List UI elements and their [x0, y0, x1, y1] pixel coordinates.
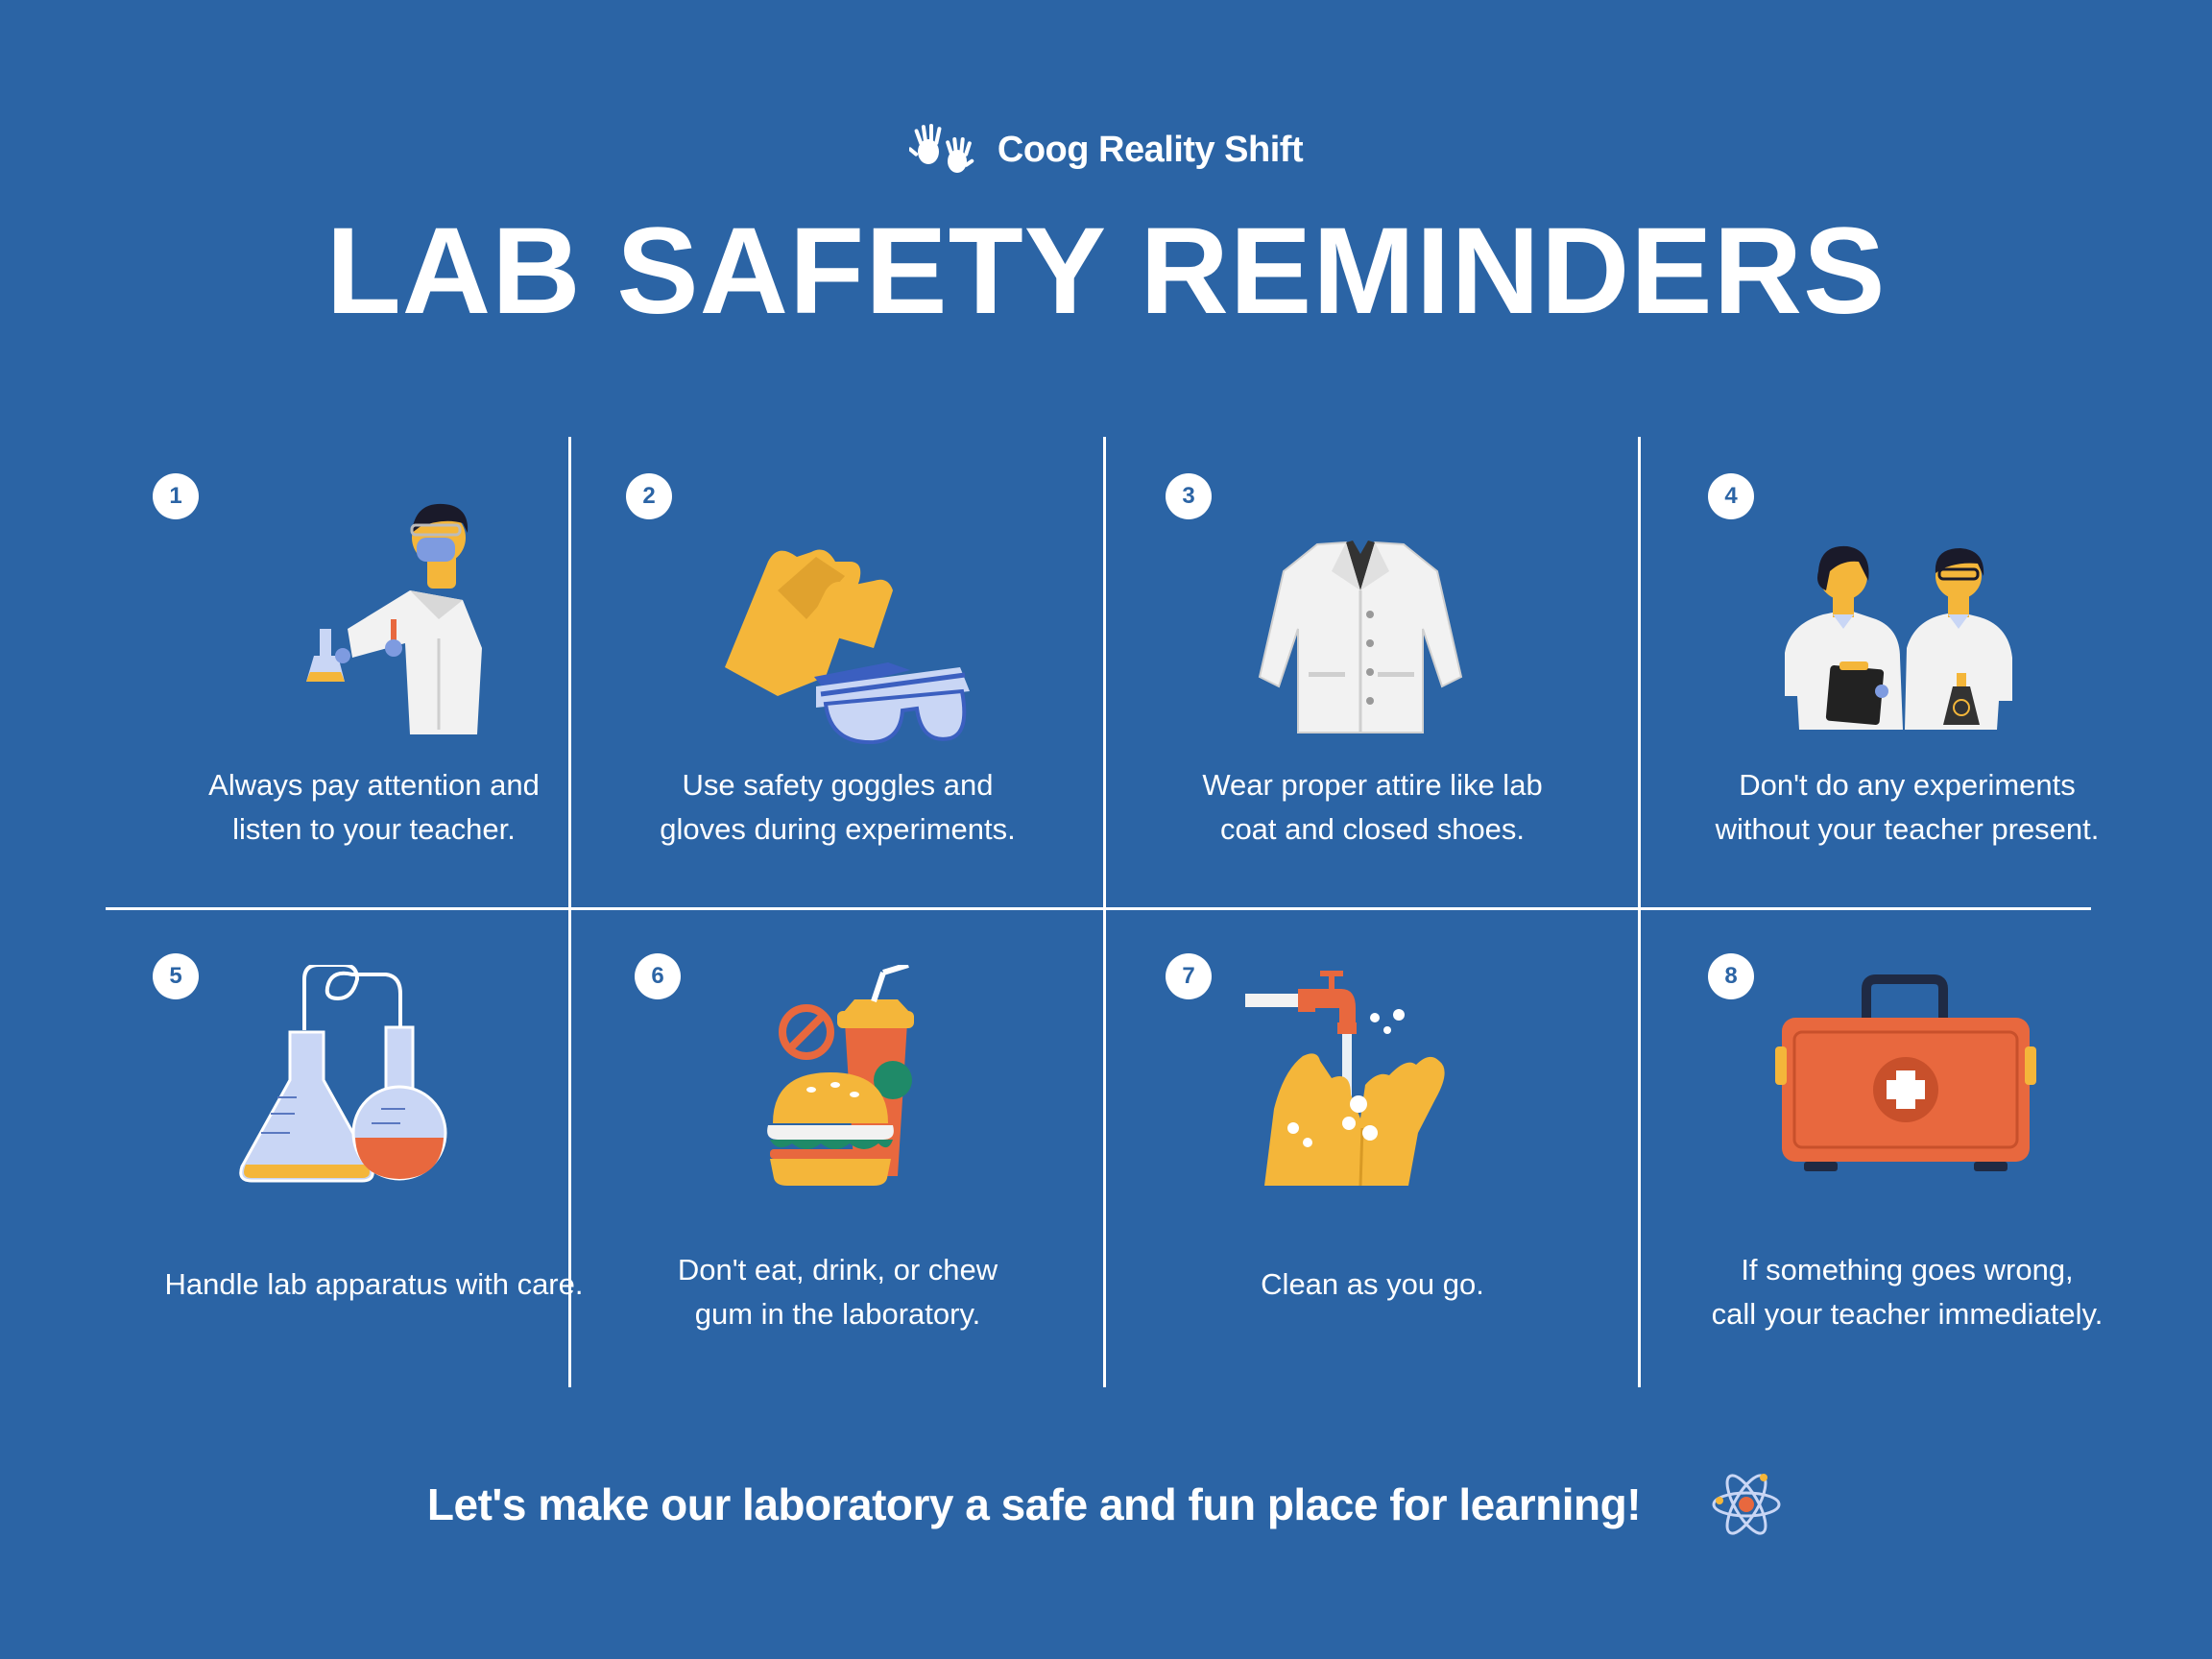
lab-coat-icon [1258, 541, 1463, 733]
first-aid-kit-icon [1775, 974, 2036, 1171]
reminder-text-line: gum in the laboratory. [694, 1297, 981, 1331]
brand-header: Coog Reality Shift [0, 121, 2212, 179]
reminder-text: Handle lab apparatus with care. [108, 1262, 640, 1307]
reminder-text: Use safety goggles and gloves during exp… [571, 763, 1104, 852]
footer: Let's make our laboratory a safe and fun… [0, 1471, 2212, 1538]
reminder-text: Wear proper attire like lab coat and clo… [1106, 763, 1639, 852]
step-number-badge: 8 [1708, 953, 1754, 999]
step-number-badge: 1 [153, 473, 199, 519]
reminder-text-line: If something goes wrong, [1741, 1253, 2074, 1286]
hand-washing-icon [1245, 971, 1445, 1187]
reminder-text: Don't eat, drink, or chew gum in the lab… [571, 1248, 1104, 1336]
reminder-card-8: 8 If something goes wrong, call your tea… [1641, 917, 2174, 1387]
reminder-text-line: listen to your teacher. [232, 812, 516, 846]
step-number-badge: 3 [1166, 473, 1212, 519]
step-number-badge: 4 [1708, 473, 1754, 519]
reminder-card-4: 4 Don't do any experiments without your … [1641, 437, 2174, 907]
grid-divider-horizontal [106, 907, 2091, 910]
grid-divider-vertical [1103, 437, 1106, 1387]
footer-message: Let's make our laboratory a safe and fun… [426, 1479, 1642, 1529]
scientist-icon [306, 503, 482, 734]
reminder-text-line: Handle lab apparatus with care. [164, 1267, 584, 1301]
flasks-icon [239, 965, 447, 1183]
no-food-drink-icon [767, 965, 914, 1186]
reminder-card-5: 5 Handle lab apparatus with care. [108, 917, 640, 1387]
reminder-card-3: 3 Wear proper attire like lab coat and c… [1106, 437, 1639, 907]
reminder-text-line: gloves during experiments. [660, 812, 1016, 846]
scientists-pair-icon [1785, 545, 2012, 730]
reminder-text: Always pay attention and listen to your … [108, 763, 640, 852]
grid-divider-vertical [1638, 437, 1641, 1387]
handprints-icon [908, 124, 974, 173]
reminder-card-2: 2 Use safety goggles and gloves during e… [571, 437, 1104, 907]
gloves-goggles-icon [725, 549, 970, 744]
brand-name: Coog Reality Shift [997, 129, 1304, 170]
reminder-card-7: 7 Clean as you go. [1106, 917, 1639, 1387]
reminder-text-line: without your teacher present. [1715, 812, 2100, 846]
atom-icon [1712, 1474, 1781, 1535]
reminder-text: Don't do any experiments without your te… [1641, 763, 2174, 852]
reminder-card-1: 1 Always pay attention and listen to you… [108, 437, 640, 907]
step-number-badge: 7 [1166, 953, 1212, 999]
reminder-text-line: call your teacher immediately. [1711, 1297, 2104, 1331]
step-number-badge: 2 [626, 473, 672, 519]
reminder-text-line: Clean as you go. [1261, 1267, 1484, 1301]
reminder-text-line: Always pay attention and [208, 768, 540, 802]
reminder-text: Clean as you go. [1106, 1262, 1639, 1307]
reminder-text-line: Don't do any experiments [1739, 768, 2076, 802]
reminder-text: If something goes wrong, call your teach… [1641, 1248, 2174, 1336]
reminder-text-line: Use safety goggles and [682, 768, 994, 802]
reminder-card-6: 6 Don't eat, drink, or chew gum in the l… [571, 917, 1104, 1387]
reminder-text-line: Wear proper attire like lab [1202, 768, 1543, 802]
reminder-text-line: Don't eat, drink, or chew [677, 1253, 998, 1286]
step-number-badge: 5 [153, 953, 199, 999]
step-number-badge: 6 [635, 953, 681, 999]
reminder-text-line: coat and closed shoes. [1219, 812, 1526, 846]
page-title: LAB SAFETY REMINDERS [325, 203, 1887, 340]
grid-divider-vertical [568, 437, 571, 1387]
